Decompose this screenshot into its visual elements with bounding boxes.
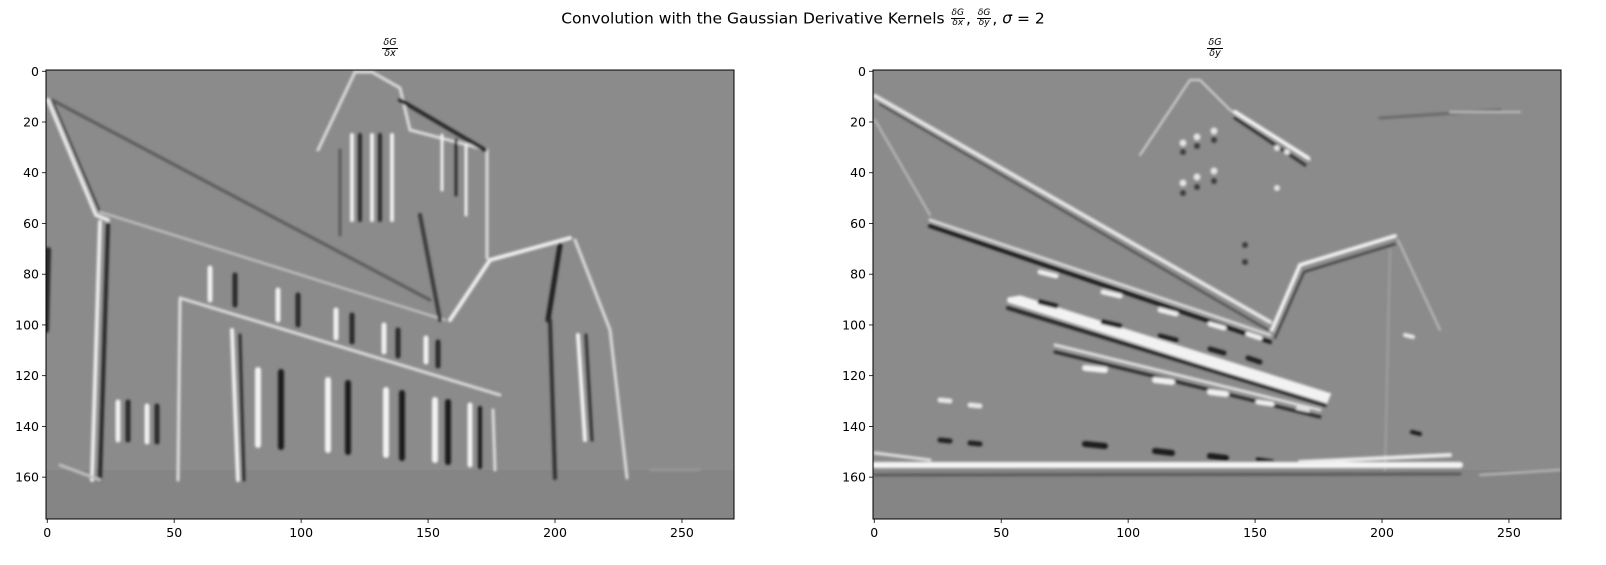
left-axes-title: δG δx: [340, 38, 440, 59]
left-ytick-label: 60: [23, 216, 39, 231]
suptitle-frac-num-y: δG: [976, 8, 992, 20]
suptitle-sigma: σ: [1002, 9, 1013, 28]
right-xtick-label: 150: [1243, 525, 1267, 540]
left-xtick-label: 0: [43, 525, 51, 540]
left-axis-ticks: 0 50 100 150 200 250 0 20 40 60 80 100 120 140 160: [15, 64, 694, 540]
left-ytick-label: 80: [23, 267, 39, 282]
left-ytick-label: 120: [15, 368, 39, 383]
right-axes-frame: [872, 69, 1562, 520]
right-ytick-label: 140: [842, 419, 866, 434]
suptitle-frac-den-x: δx: [952, 18, 964, 29]
left-title-num: δG: [382, 37, 398, 49]
suptitle-sep-1: ,: [966, 9, 976, 28]
right-ytick-label: 160: [842, 470, 866, 485]
right-xtick-label: 200: [1370, 525, 1394, 540]
suptitle-sep-2: ,: [992, 9, 1003, 28]
figure-suptitle: Convolution with the Gaussian Derivative…: [0, 8, 1606, 29]
left-title-fraction: δG δx: [382, 37, 398, 59]
left-xtick-label: 100: [289, 525, 313, 540]
right-title-fraction: δG δy: [1207, 37, 1223, 59]
left-xtick-label: 50: [166, 525, 182, 540]
left-xtick-label: 200: [543, 525, 567, 540]
suptitle-text: Convolution with the Gaussian Derivative…: [561, 9, 950, 28]
left-heatmap-image: [46, 70, 734, 519]
left-axes-frame: [45, 69, 735, 520]
right-ytick-label: 0: [858, 64, 866, 79]
right-heatmap-image: [873, 70, 1561, 519]
suptitle-sigma-value: = 2: [1012, 9, 1045, 28]
right-xtick-label: 250: [1497, 525, 1521, 540]
right-ytick-label: 100: [842, 317, 866, 332]
left-ytick-label: 20: [23, 115, 39, 130]
right-axes-title: δG δy: [1165, 38, 1265, 59]
right-title-den: δy: [1209, 47, 1221, 59]
suptitle-frac-den-y: δy: [978, 18, 990, 29]
right-xtick-label: 0: [870, 525, 878, 540]
suptitle-dgdy-fraction: δG δy: [976, 8, 992, 29]
right-ytick-label: 40: [850, 165, 866, 180]
right-axis-ticks: 0 50 100 150 200 250 0 20 40 60 80 100 120 140 160: [842, 64, 1521, 540]
right-ytick-label: 60: [850, 216, 866, 231]
left-ytick-label: 0: [31, 64, 39, 79]
right-ytick-label: 120: [842, 368, 866, 383]
left-ytick-label: 40: [23, 165, 39, 180]
left-ytick-label: 100: [15, 317, 39, 332]
right-ytick-label: 20: [850, 115, 866, 130]
left-ytick-label: 160: [15, 470, 39, 485]
left-xtick-label: 250: [670, 525, 694, 540]
left-xtick-label: 150: [416, 525, 440, 540]
suptitle-dgdx-fraction: δG δx: [950, 8, 966, 29]
right-ytick-label: 80: [850, 267, 866, 282]
right-xtick-label: 100: [1116, 525, 1140, 540]
right-xtick-label: 50: [993, 525, 1009, 540]
right-title-num: δG: [1207, 37, 1223, 49]
suptitle-frac-num-x: δG: [950, 8, 966, 20]
left-title-den: δx: [384, 47, 396, 59]
left-ytick-label: 140: [15, 419, 39, 434]
